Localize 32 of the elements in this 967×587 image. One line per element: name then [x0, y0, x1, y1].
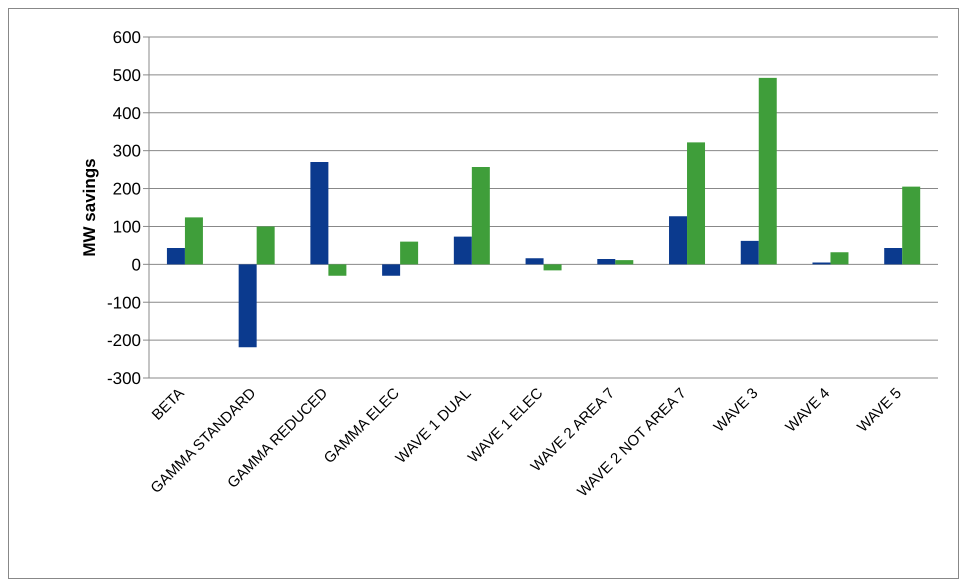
- bar: [526, 258, 544, 264]
- y-tick-label: 100: [112, 217, 141, 236]
- bar: [544, 264, 562, 270]
- y-axis-title: MW savings: [80, 158, 100, 257]
- y-tick-label: 0: [132, 255, 141, 274]
- bar: [758, 78, 777, 264]
- bar: [597, 259, 616, 264]
- bar: [328, 264, 346, 276]
- bar: [902, 186, 920, 264]
- y-tick-label: 600: [112, 28, 141, 48]
- y-tick-label: 400: [112, 104, 141, 123]
- bar: [669, 216, 688, 264]
- bar: [310, 162, 328, 264]
- y-tick-label: -300: [106, 369, 141, 388]
- bar: [184, 217, 203, 264]
- bar: [472, 166, 490, 264]
- bar: [400, 242, 418, 264]
- bar: [256, 226, 275, 264]
- bar: [687, 142, 706, 264]
- y-tick-label: 300: [112, 142, 141, 161]
- bar: [382, 264, 400, 276]
- bar: [615, 260, 634, 264]
- y-tick-label: -200: [106, 331, 141, 350]
- bar: [830, 252, 848, 264]
- bar: [454, 236, 472, 264]
- bar: [166, 248, 185, 264]
- bar: [740, 240, 759, 264]
- bar: [238, 264, 257, 348]
- y-tick-label: 500: [112, 66, 141, 85]
- bar: [884, 248, 902, 264]
- y-tick-label: 200: [112, 180, 141, 199]
- y-tick-label: -100: [106, 293, 141, 312]
